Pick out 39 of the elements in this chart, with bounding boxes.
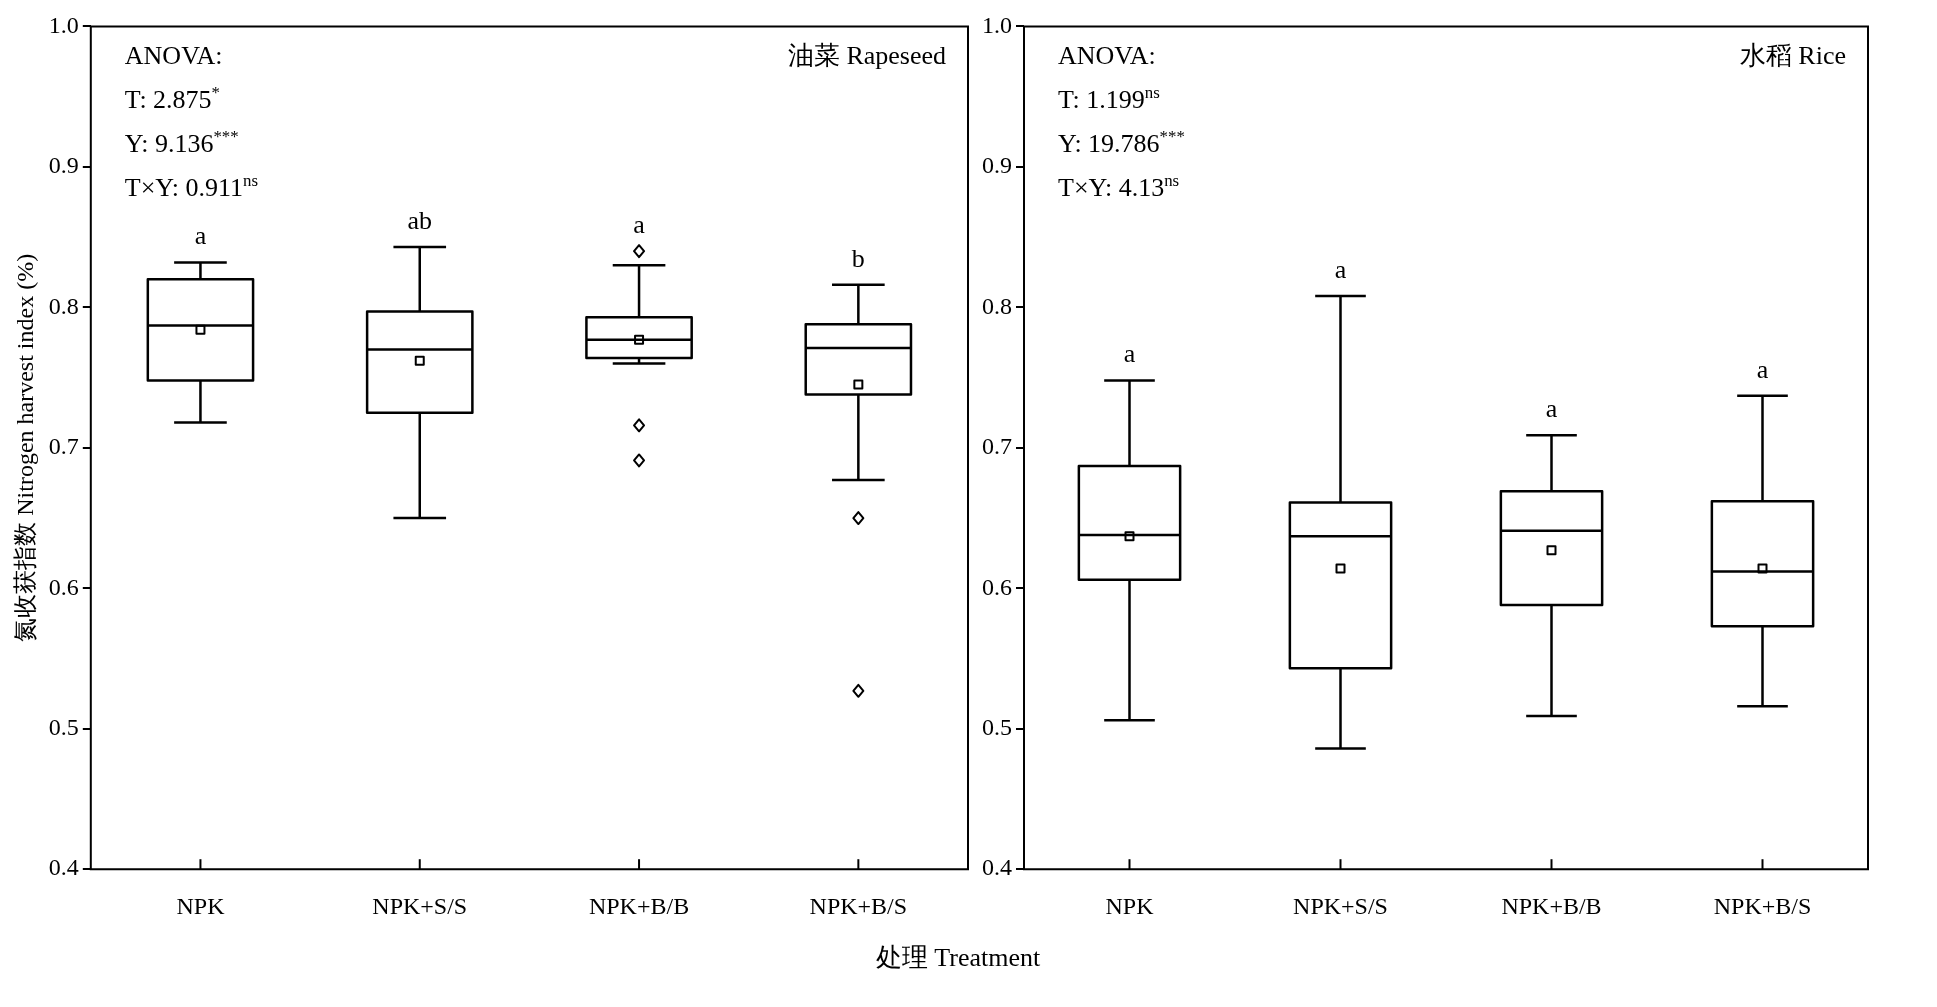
x-tick-label: NPK+B/B <box>588 892 690 919</box>
annotation: ANOVA: <box>1058 41 1156 71</box>
x-tick-label: NPK+B/S <box>1713 892 1812 919</box>
y-axis-title: 氮收获指数 Nitrogen harvest index (%) <box>11 253 38 642</box>
x-tick-label: NPK+S/S <box>1293 892 1388 919</box>
annotation: a <box>1545 393 1558 423</box>
y-tick-label: 0.6 <box>982 573 1012 600</box>
annotation: ANOVA: <box>124 41 223 71</box>
x-tick-label: NPK <box>176 892 226 919</box>
annotation: a <box>633 209 646 239</box>
x-tick-label: NPK+B/S <box>809 892 908 919</box>
y-tick-label: 0.9 <box>982 152 1012 179</box>
annotation: T: 2.875* <box>124 83 221 115</box>
y-tick-label: 0.8 <box>48 292 79 319</box>
y-tick-label: 0.5 <box>48 714 79 741</box>
annotation: a <box>194 221 207 251</box>
annotation: a <box>1334 254 1347 284</box>
annotation: Y: 9.136*** <box>124 127 239 159</box>
annotation: a <box>1123 339 1136 369</box>
annotation: a <box>1756 354 1769 384</box>
y-tick-label: 0.4 <box>982 854 1012 881</box>
x-axis-title: 处理 Treatment <box>874 942 1042 974</box>
x-tick-label: NPK <box>1105 892 1155 919</box>
y-tick-label: 1.0 <box>982 11 1012 38</box>
annotation: Y: 19.786*** <box>1058 127 1185 159</box>
text: 油菜 Rapeseed <box>787 41 946 71</box>
y-tick-label: 0.4 <box>48 854 79 881</box>
text: 水稻 Rice <box>1739 41 1846 71</box>
x-tick-label: NPK+B/B <box>1501 892 1602 919</box>
x-tick-label: NPK+S/S <box>372 892 468 919</box>
y-tick-label: 0.7 <box>982 433 1012 460</box>
y-tick-label: 0.6 <box>48 573 79 600</box>
y-tick-label: 0.9 <box>48 152 79 179</box>
y-tick-label: 0.7 <box>48 433 79 460</box>
y-tick-label: 0.5 <box>982 714 1012 741</box>
annotation: b <box>851 243 865 273</box>
y-tick-label: 0.8 <box>982 292 1012 319</box>
y-tick-label: 1.0 <box>48 11 79 38</box>
annotation: ab <box>407 205 433 235</box>
